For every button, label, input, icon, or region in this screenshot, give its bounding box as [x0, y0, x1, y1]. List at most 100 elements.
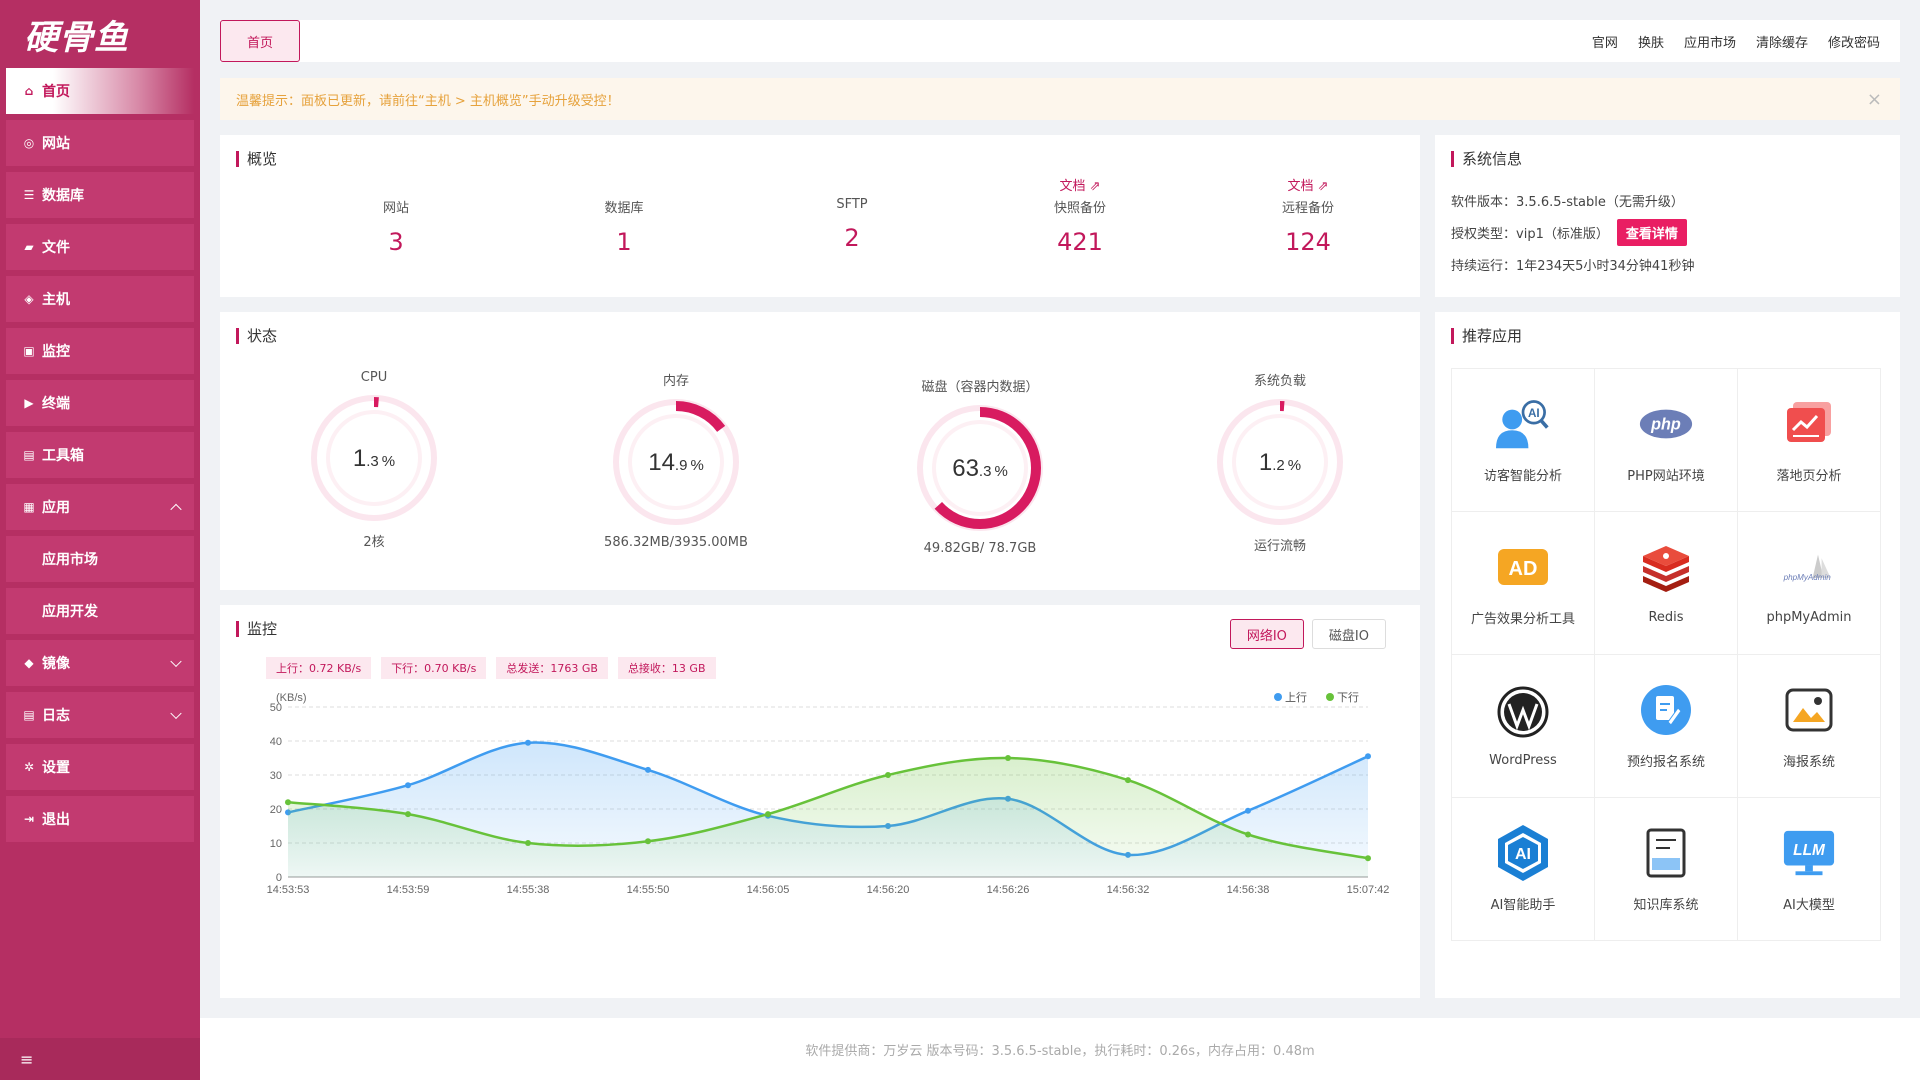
view-details-button[interactable]: 查看详情	[1616, 219, 1687, 246]
recommend-card: 推荐应用 AI 访客智能分析 php PHP网站环境 落地页分析 AD 广告效果…	[1435, 312, 1900, 998]
overview-item-remote-backup[interactable]: 文档 ⇗ 远程备份 124	[1208, 175, 1408, 256]
y-axis-label: (KB/s)	[276, 692, 307, 704]
overview-item-snapshot[interactable]: 文档 ⇗ 快照备份 421	[980, 175, 1180, 256]
overview-title: 概览	[236, 151, 277, 167]
link-skin[interactable]: 换肤	[1637, 35, 1664, 51]
log-icon: ▤	[23, 708, 35, 722]
app-knowledge-base[interactable]: 知识库系统	[1595, 798, 1738, 941]
chevron-down-icon	[170, 655, 182, 668]
x-tick-label: 14:53:53	[267, 884, 310, 896]
overview-item-sftp[interactable]: SFTP 2	[836, 197, 868, 252]
data-point	[525, 739, 531, 746]
gauge-arc	[919, 407, 1041, 529]
sidebar-item-logs[interactable]: ▤ 日志	[6, 692, 194, 738]
link-clear-cache[interactable]: 清除缓存	[1755, 35, 1808, 51]
sidebar-item-app-dev[interactable]: 应用开发	[6, 588, 194, 634]
sidebar-item-apps[interactable]: ▦ 应用	[6, 484, 194, 530]
network-io-chart: (KB/s) 0 10 20 30 40 50 14:53:53 14:53:59 14:55:3…	[267, 691, 1390, 896]
sidebar-item-files[interactable]: ▰ 文件	[6, 224, 194, 270]
sidebar: 硬骨鱼 ⌂ 首页 ◎ 网站 ☰ 数据库 ▰ 文件 ◈ 主机 ▣ 监控 ▶ 终端 ▤ 工具箱 ▦ 应…	[0, 0, 200, 1080]
app-booking[interactable]: 预约报名系统	[1595, 655, 1738, 798]
ai-assistant-icon: AI	[1496, 824, 1550, 881]
legend-marker	[1274, 693, 1282, 701]
gauge-inner-ring	[326, 410, 422, 506]
app-redis[interactable]: Redis	[1595, 512, 1738, 655]
y-tick-label: 0	[276, 872, 282, 884]
knowledge-base-icon	[1639, 826, 1693, 880]
svg-text:LLM: LLM	[1793, 841, 1826, 858]
app-visitor-analysis[interactable]: AI 访客智能分析	[1452, 369, 1595, 512]
monitor-icon: ▣	[23, 344, 35, 358]
sidebar-item-image[interactable]: ◆ 镜像	[6, 640, 194, 686]
gauge-load: 系统负载 1.2% 运行流畅	[1180, 370, 1380, 554]
chevron-up-icon	[170, 503, 182, 516]
landing-page-icon	[1782, 397, 1836, 451]
ad-icon: AD	[1496, 540, 1550, 594]
io-badges: 上行：0.72 KB/s 下行：0.70 KB/s 总发送：1763 GB 总接…	[266, 657, 716, 679]
monitor-tabs: 网络IO 磁盘IO	[1229, 619, 1386, 649]
overview-item-database[interactable]: 数据库 1	[604, 201, 644, 256]
sidebar-item-app-market[interactable]: 应用市场	[6, 536, 194, 582]
sidebar-item-website[interactable]: ◎ 网站	[6, 120, 194, 166]
sidebar-item-host[interactable]: ◈ 主机	[6, 276, 194, 322]
gauge-value: 63.3%	[952, 455, 1008, 482]
x-tick-label: 14:56:38	[1227, 884, 1270, 896]
wordpress-icon	[1496, 685, 1550, 739]
legend-label: 下行	[1337, 691, 1359, 704]
badge-upload: 上行：0.72 KB/s	[266, 657, 372, 679]
app-poster[interactable]: 海报系统	[1738, 655, 1881, 798]
sidebar-item-database[interactable]: ☰ 数据库	[6, 172, 194, 218]
doc-link[interactable]: 文档 ⇗	[1287, 179, 1329, 194]
app-wordpress[interactable]: WordPress	[1452, 655, 1595, 798]
grid-icon: ▦	[23, 500, 35, 514]
tab-disk-io[interactable]: 磁盘IO	[1311, 619, 1386, 649]
gauge-arc	[313, 397, 435, 519]
chevron-down-icon	[170, 707, 182, 720]
doc-link[interactable]: 文档 ⇗	[1059, 179, 1101, 194]
y-tick-label: 30	[270, 770, 282, 782]
software-version: 软件版本：3.5.6.5-stable（无需升级）	[1451, 195, 1684, 210]
app-phpmyadmin[interactable]: phpMyAdmin phpMyAdmin	[1738, 512, 1881, 655]
sidebar-toggle-button[interactable]: ≡	[0, 1038, 200, 1080]
close-icon[interactable]: ×	[1866, 88, 1882, 110]
svg-text:AI: AI	[1528, 406, 1540, 419]
license-type: 授权类型：vip1（标准版） 查看详情	[1451, 219, 1687, 246]
data-point	[285, 799, 291, 806]
redis-icon	[1639, 542, 1693, 596]
sidebar-item-terminal[interactable]: ▶ 终端	[6, 380, 194, 426]
svg-text:phpMyAdmin: phpMyAdmin	[1783, 572, 1832, 581]
sidebar-item-settings[interactable]: ✲ 设置	[6, 744, 194, 790]
link-app-market[interactable]: 应用市场	[1683, 35, 1736, 51]
sidebar-item-toolbox[interactable]: ▤ 工具箱	[6, 432, 194, 478]
uptime: 持续运行：1年234天5小时34分钟41秒钟	[1451, 259, 1695, 274]
app-ai-assistant[interactable]: AI AI智能助手	[1452, 798, 1595, 941]
x-tick-label: 14:55:50	[627, 884, 670, 896]
app-landing-analysis[interactable]: 落地页分析	[1738, 369, 1881, 512]
gear-icon: ✲	[23, 760, 35, 774]
box-icon: ◆	[24, 656, 34, 670]
tab-network-io[interactable]: 网络IO	[1229, 619, 1304, 649]
link-official-site[interactable]: 官网	[1591, 35, 1618, 51]
update-notice: 温馨提示：面板已更新，请前往“主机 > 主机概览”手动升级受控！ ×	[220, 78, 1900, 120]
y-tick-label: 40	[270, 736, 282, 748]
visitor-ai-icon: AI	[1496, 397, 1550, 451]
app-php-env[interactable]: php PHP网站环境	[1595, 369, 1738, 512]
link-change-password[interactable]: 修改密码	[1827, 35, 1880, 51]
app-logo: 硬骨鱼	[24, 17, 129, 58]
toolbox-icon: ▤	[23, 448, 35, 462]
sidebar-item-logout[interactable]: ⇥ 退出	[6, 796, 194, 842]
overview-item-website[interactable]: 网站 3	[382, 201, 409, 256]
app-ad-analysis[interactable]: AD 广告效果分析工具	[1452, 512, 1595, 655]
top-bar: 首页 官网 换肤 应用市场 清除缓存 修改密码	[220, 20, 1900, 62]
data-point	[645, 766, 651, 773]
monitor-card: 监控 网络IO 磁盘IO 上行：0.72 KB/s 下行：0.70 KB/s 总…	[220, 605, 1420, 998]
x-tick-label: 15:07:42	[1347, 884, 1390, 896]
sidebar-item-monitor[interactable]: ▣ 监控	[6, 328, 194, 374]
recommend-title: 推荐应用	[1451, 328, 1522, 344]
tab-home[interactable]: 首页	[220, 20, 300, 62]
x-tick-label: 14:56:26	[987, 884, 1030, 896]
app-llm[interactable]: LLM AI大模型	[1738, 798, 1881, 941]
phpmyadmin-icon: phpMyAdmin	[1782, 542, 1836, 596]
x-tick-label: 14:56:32	[1107, 884, 1150, 896]
sidebar-item-home[interactable]: ⌂ 首页	[6, 68, 194, 114]
